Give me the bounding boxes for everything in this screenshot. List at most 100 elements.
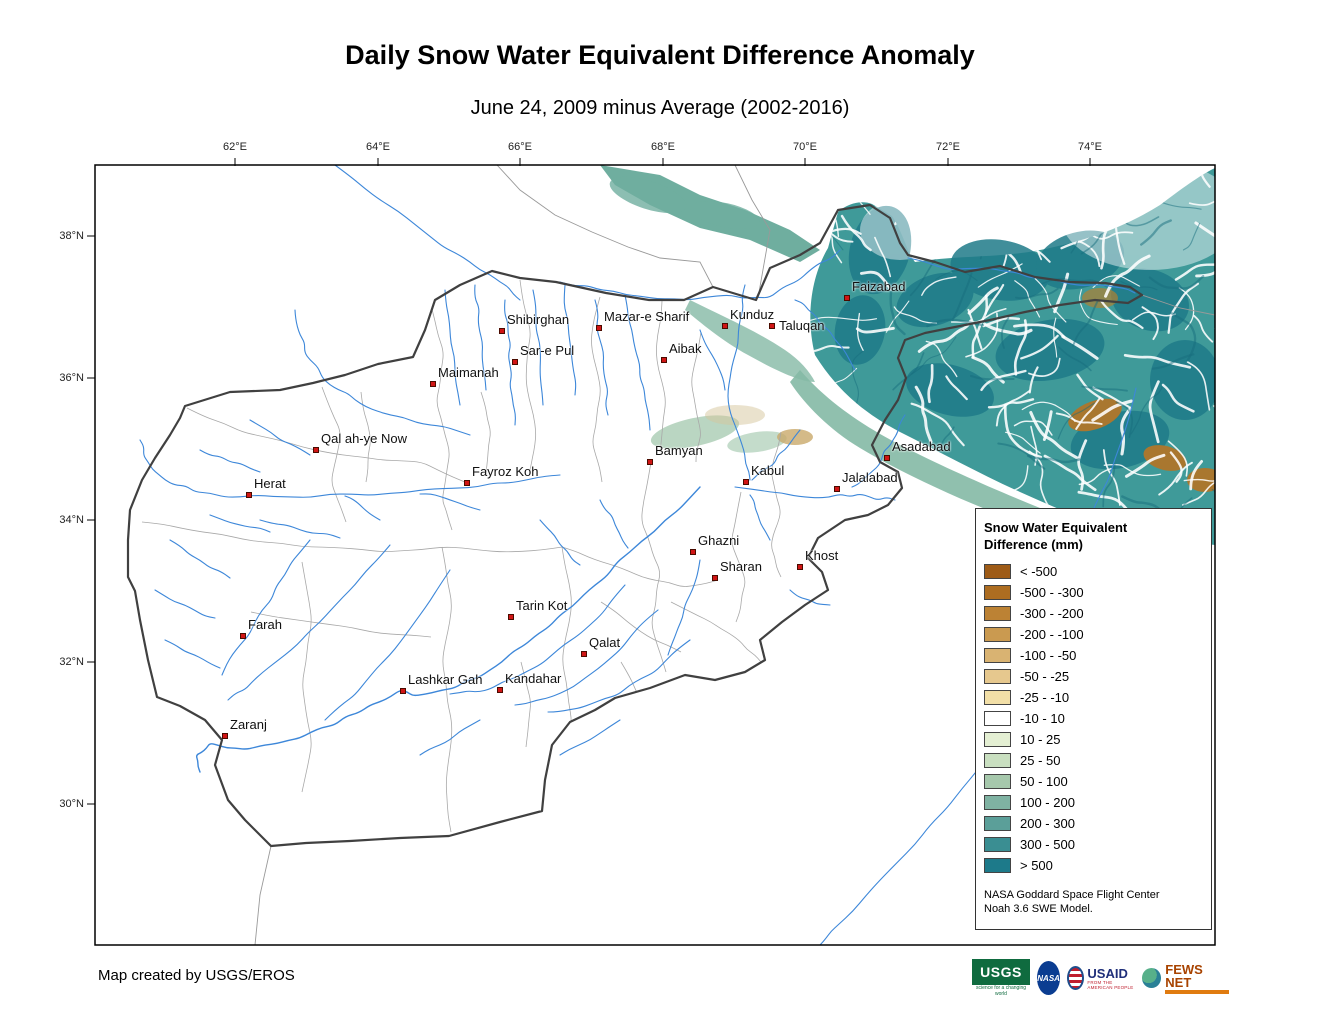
city-label: Qal ah-ye Now xyxy=(321,431,407,446)
legend-label: 10 - 25 xyxy=(1020,732,1061,747)
legend-swatch xyxy=(984,585,1011,600)
legend-label: 50 - 100 xyxy=(1020,774,1068,789)
legend-row: -10 - 10 xyxy=(984,708,1203,729)
legend-label: -25 - -10 xyxy=(1020,690,1070,705)
city-label: Bamyan xyxy=(655,443,703,458)
city-label: Sar-e Pul xyxy=(520,343,575,358)
usaid-seal-icon xyxy=(1067,966,1085,990)
city-label: Mazar-e Sharif xyxy=(604,309,690,324)
map-frame xyxy=(94,164,1216,946)
city-marker xyxy=(596,325,602,331)
legend-swatch xyxy=(984,711,1011,726)
city-label: Sharan xyxy=(720,559,762,574)
legend-label: -50 - -25 xyxy=(1020,669,1070,684)
city-marker xyxy=(581,651,587,657)
latitude-label: 34°N xyxy=(59,514,84,526)
city-label: Khost xyxy=(805,548,839,563)
city-label: Faizabad xyxy=(852,279,906,294)
fewsnet-logo: FEWS NET xyxy=(1142,963,1230,994)
city-marker xyxy=(497,687,503,693)
city-marker xyxy=(834,486,840,492)
legend-swatch xyxy=(984,648,1011,663)
usaid-logo: USAID FROM THE AMERICAN PEOPLE xyxy=(1067,966,1135,990)
city-marker xyxy=(712,575,718,581)
latitude-label: 30°N xyxy=(59,798,84,810)
city-label: Zaranj xyxy=(230,717,267,732)
legend-row: -100 - -50 xyxy=(984,645,1203,666)
city-marker xyxy=(690,549,696,555)
globe-icon xyxy=(1142,968,1162,988)
legend-swatch xyxy=(984,564,1011,579)
map-title: Daily Snow Water Equivalent Difference A… xyxy=(345,40,975,70)
legend-box: Snow Water Equivalent Difference (mm) < … xyxy=(975,508,1212,930)
legend-swatch xyxy=(984,774,1011,789)
city-marker xyxy=(844,295,850,301)
city-marker xyxy=(246,492,252,498)
city-marker xyxy=(743,479,749,485)
longitude-label: 68°E xyxy=(651,141,675,153)
legend-row: 200 - 300 xyxy=(984,813,1203,834)
longitude-label: 66°E xyxy=(508,141,532,153)
city-label: Qalat xyxy=(589,635,621,650)
city-marker xyxy=(797,564,803,570)
afghanistan-border xyxy=(126,203,1144,848)
legend-swatch xyxy=(984,669,1011,684)
city-label: Taluqan xyxy=(779,318,825,333)
city-label: Kabul xyxy=(751,463,785,478)
legend-label: 300 - 500 xyxy=(1020,837,1075,852)
city-label: Asadabad xyxy=(892,439,951,454)
legend-title: Snow Water Equivalent Difference (mm) xyxy=(984,520,1128,552)
city-marker xyxy=(222,733,228,739)
legend-label: -500 - -300 xyxy=(1020,585,1084,600)
city-label: Lashkar Gah xyxy=(408,672,483,687)
legend-swatch xyxy=(984,858,1011,873)
city-marker xyxy=(647,459,653,465)
legend-row: 50 - 100 xyxy=(984,771,1203,792)
longitude-label: 64°E xyxy=(366,141,390,153)
city-marker xyxy=(508,614,514,620)
legend-row: -500 - -300 xyxy=(984,582,1203,603)
city-marker xyxy=(464,480,470,486)
legend-row: 300 - 500 xyxy=(984,834,1203,855)
city-label: Jalalabad xyxy=(842,470,898,485)
city-label: Herat xyxy=(254,476,286,491)
city-marker xyxy=(661,357,667,363)
latitude-label: 38°N xyxy=(59,230,84,242)
legend-label: 25 - 50 xyxy=(1020,753,1061,768)
legend-label: > 500 xyxy=(1020,858,1053,873)
legend-swatch xyxy=(984,732,1011,747)
legend-label: -300 - -200 xyxy=(1020,606,1084,621)
city-marker xyxy=(722,323,728,329)
legend-swatch xyxy=(984,753,1011,768)
map-credit: Map created by USGS/EROS xyxy=(98,967,295,984)
legend-row: -300 - -200 xyxy=(984,603,1203,624)
city-marker xyxy=(512,359,518,365)
city-label: Maimanah xyxy=(438,365,499,380)
legend-row: -200 - -100 xyxy=(984,624,1203,645)
city-label: Kandahar xyxy=(505,671,562,686)
city-marker xyxy=(769,323,775,329)
legend-swatch xyxy=(984,627,1011,642)
longitude-label: 74°E xyxy=(1078,141,1102,153)
legend-swatch xyxy=(984,837,1011,852)
legend-swatch xyxy=(984,690,1011,705)
city-label: Fayroz Koh xyxy=(472,464,539,479)
legend-swatch xyxy=(984,795,1011,810)
latitude-label: 32°N xyxy=(59,656,84,668)
city-marker xyxy=(400,688,406,694)
legend-swatch xyxy=(984,816,1011,831)
legend-label: 200 - 300 xyxy=(1020,816,1075,831)
legend-label: -100 - -50 xyxy=(1020,648,1077,663)
legend-row: < -500 xyxy=(984,561,1203,582)
legend-row: -50 - -25 xyxy=(984,666,1203,687)
legend-row: 10 - 25 xyxy=(984,729,1203,750)
city-label: Farah xyxy=(248,617,282,632)
longitude-label: 72°E xyxy=(936,141,960,153)
legend-row: > 500 xyxy=(984,855,1203,876)
map-subtitle: June 24, 2009 minus Average (2002-2016) xyxy=(470,97,850,119)
legend-row: 25 - 50 xyxy=(984,750,1203,771)
legend-row: 100 - 200 xyxy=(984,792,1203,813)
nasa-logo: NASA xyxy=(1037,961,1061,995)
